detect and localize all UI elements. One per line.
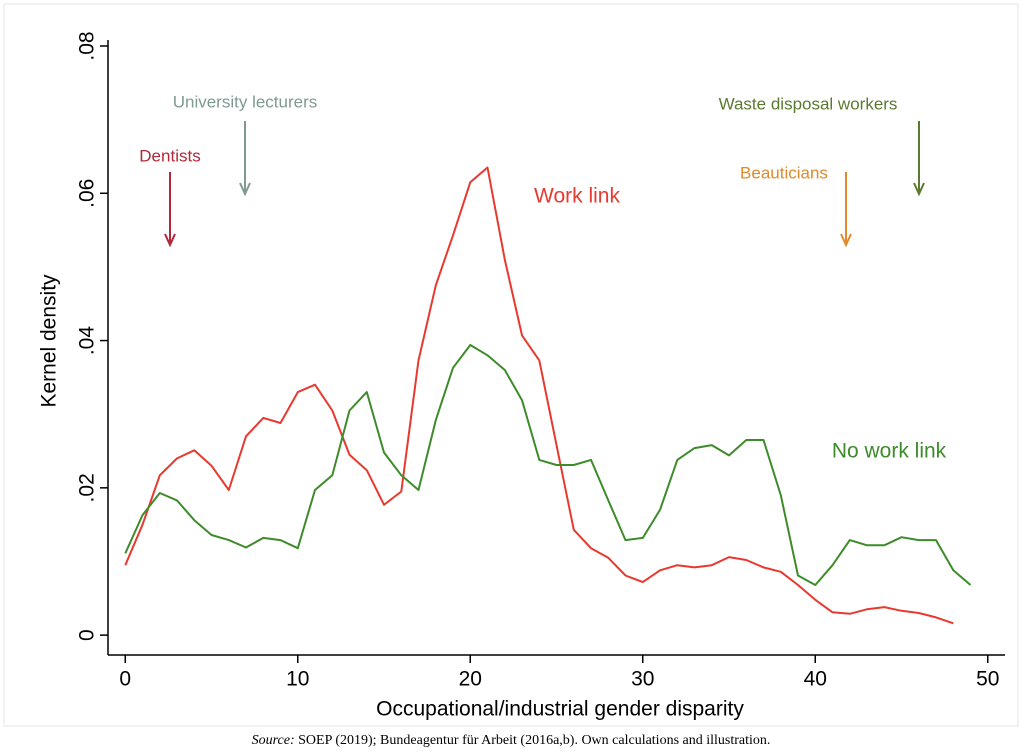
annotation-arrowhead [840, 233, 852, 248]
y-tick-label: .04 [76, 326, 99, 356]
annotation: University lecturers [173, 92, 318, 111]
y-tick-label: .02 [76, 473, 99, 502]
x-tick-label: 10 [286, 668, 309, 691]
footnote: Source: SOEP (2019); Bundeagentur für Ar… [252, 733, 771, 748]
footnote-text: SOEP (2019); Bundeagentur für Arbeit (20… [298, 733, 770, 748]
annotation-arrowhead [913, 182, 925, 197]
series-label: Work link [534, 185, 620, 208]
x-tick-label: 30 [631, 668, 654, 691]
y-tick-label: .06 [76, 179, 99, 208]
x-axis-title: Occupational/industrial gender disparity [376, 698, 744, 721]
annotation-arrowhead [239, 182, 251, 197]
y-tick-label: .08 [76, 31, 99, 60]
annotation: Waste disposal workers [719, 94, 898, 113]
line-series [124, 166, 954, 625]
y-axis-title: Kernel density [38, 274, 61, 408]
y-tick-label: 0 [76, 629, 99, 641]
annotation: Dentists [139, 146, 200, 165]
series-label: No work link [832, 440, 947, 463]
chart-frame [3, 3, 1019, 727]
x-tick-label: 40 [804, 668, 827, 691]
footnote-label: Source: [252, 733, 295, 748]
x-tick-label: 50 [976, 668, 999, 691]
line-series [124, 344, 972, 586]
x-tick-label: 0 [119, 668, 131, 691]
x-tick-label: 20 [459, 668, 482, 691]
annotation-arrowhead [164, 233, 176, 248]
annotation: Beauticians [740, 163, 828, 182]
